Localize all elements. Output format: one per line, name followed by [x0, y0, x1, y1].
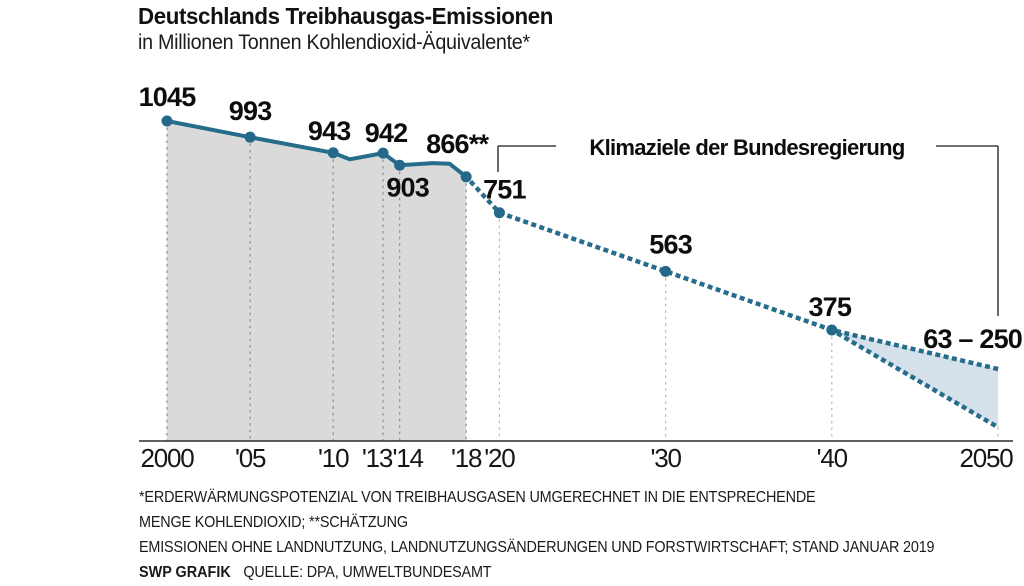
footnote-line-3: EMISSIONEN OHNE LANDNUTZUNG, LANDNUTZUNG… [139, 539, 935, 556]
historical-area [167, 121, 467, 441]
value-label-2013: 942 [365, 118, 408, 148]
x-tick-label-2018: '18 [451, 443, 482, 473]
credit-line: SWP GRAFIK QUELLE: DPA, UMWELTBUNDESAMT [139, 560, 934, 585]
source-label: QUELLE: DPA, UMWELTBUNDESAMT [243, 564, 492, 581]
data-point-dot-2020 [493, 207, 505, 219]
data-point-dot-2010 [327, 147, 339, 159]
x-tick-label-2014: '14 [393, 443, 424, 473]
data-point-dot-2014 [394, 159, 406, 171]
value-label-2030: 563 [649, 229, 692, 259]
x-tick-label-2013: '13 [362, 443, 393, 473]
data-point-dot-2040 [826, 324, 838, 336]
value-label-2000: 1045 [139, 82, 197, 112]
page-subtitle: in Millionen Tonnen Kohlendioxid-Äquival… [138, 31, 530, 54]
x-tick-label-2050: 2050 [959, 443, 1013, 473]
value-label-2014: 903 [386, 172, 429, 202]
data-point-dot-2013 [377, 147, 389, 159]
x-tick-label-2000: 2000 [140, 443, 194, 473]
x-tick-label-2005: '05 [235, 443, 266, 473]
value-label-2005: 993 [229, 96, 272, 126]
page-title: Deutschlands Treibhausgas-Emissionen [138, 3, 554, 29]
x-tick-label-2030: '30 [650, 443, 681, 473]
range-label-2050: 63 – 250 [923, 324, 1022, 354]
value-label-2040: 375 [808, 292, 851, 322]
data-point-dot-2030 [660, 265, 672, 277]
x-tick-label-2020: '20 [484, 443, 515, 473]
target-line-upper [463, 173, 1001, 372]
graphic-brand: SWP GRAFIK [139, 564, 231, 581]
footnotes: *ERDERWÄRMUNGSPOTENZIAL VON TREIBHAUSGAS… [139, 485, 935, 585]
footnote-line-1: *ERDERWÄRMUNGSPOTENZIAL VON TREIBHAUSGAS… [139, 489, 816, 506]
annotation-label: Klimaziele der Bundesregierung [589, 135, 904, 160]
value-label-2018: 866** [426, 129, 489, 159]
target-line-lower [828, 326, 1002, 431]
value-label-2020: 751 [483, 175, 526, 205]
x-tick-label-2010: '10 [318, 443, 349, 473]
x-tick-label-2040: '40 [817, 443, 848, 473]
footnote-line-2: MENGE KOHLENDIOXID; **SCHÄTZUNG [139, 514, 408, 531]
data-point-dot-2000 [161, 115, 173, 127]
data-point-dot-2005 [244, 131, 256, 143]
value-label-2010: 943 [308, 116, 351, 146]
data-point-dot-2018 [460, 171, 472, 183]
